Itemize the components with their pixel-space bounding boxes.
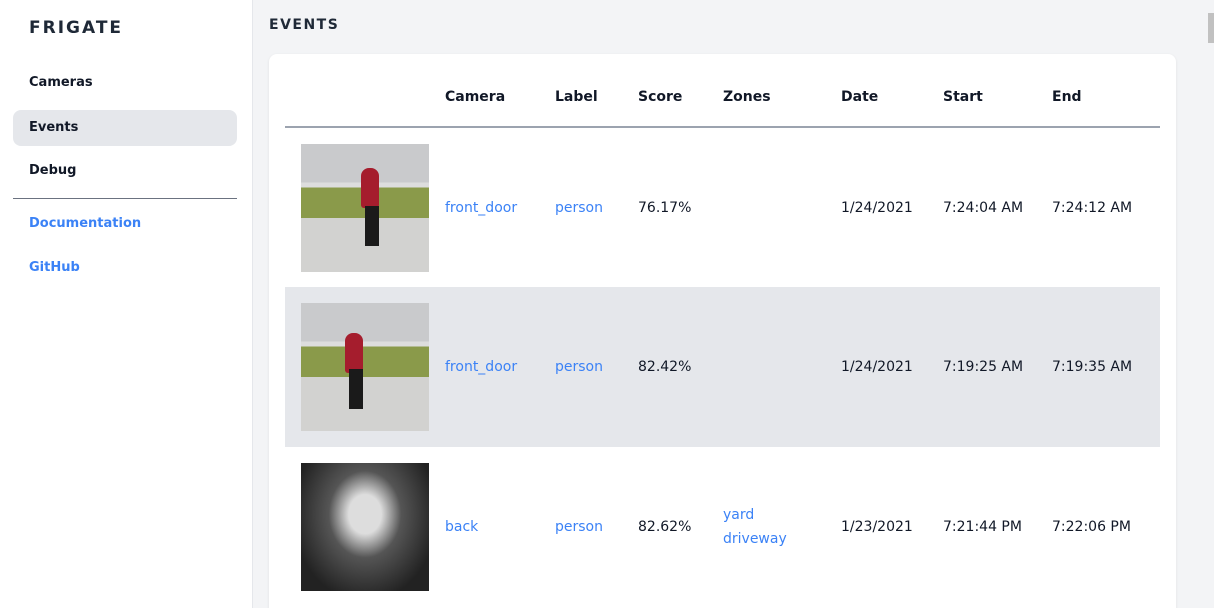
label-link[interactable]: person <box>555 359 603 375</box>
sidebar-item-debug[interactable]: Debug <box>29 163 77 178</box>
start-time: 7:19:25 AM <box>943 287 1052 447</box>
start-time: 7:21:44 PM <box>943 519 1022 535</box>
header-camera: Camera <box>445 54 555 128</box>
header-label: Label <box>555 54 638 128</box>
zone-link[interactable]: yard <box>723 507 755 523</box>
camera-link[interactable]: front_door <box>445 199 518 216</box>
header-start: Start <box>943 54 1052 128</box>
github-link[interactable]: GitHub <box>29 260 80 275</box>
date: 1/24/2021 <box>841 199 913 216</box>
header-zones: Zones <box>723 54 841 128</box>
date: 1/23/2021 <box>841 519 913 535</box>
sidebar-item-cameras[interactable]: Cameras <box>29 75 93 90</box>
divider <box>13 198 237 199</box>
scrollbar[interactable] <box>1206 0 1214 608</box>
end-time: 7:24:12 AM <box>1052 199 1133 216</box>
brand-logo: FRIGATE <box>29 18 124 38</box>
date: 1/24/2021 <box>841 287 943 447</box>
table-row[interactable]: front_door person 82.42% 1/24/2021 7:19:… <box>285 287 1160 447</box>
event-thumbnail[interactable] <box>301 143 429 272</box>
score: 82.42% <box>638 287 723 447</box>
sidebar-item-events[interactable]: Events <box>13 110 237 146</box>
header-thumbnail <box>285 54 445 128</box>
label-link[interactable]: person <box>555 519 603 535</box>
end-time: 7:22:06 PM <box>1052 519 1131 535</box>
event-thumbnail[interactable] <box>301 463 429 591</box>
table-row[interactable]: back person 82.62% yard driveway 1/23/202… <box>285 447 1160 607</box>
score: 82.62% <box>638 519 692 535</box>
events-table: Camera Label Score Zones Date Start End … <box>285 54 1160 607</box>
page-title: EVENTS <box>269 17 340 33</box>
header-end: End <box>1052 54 1160 128</box>
scrollbar-thumb[interactable] <box>1208 13 1214 43</box>
events-card: Camera Label Score Zones Date Start End … <box>269 54 1176 608</box>
documentation-link[interactable]: Documentation <box>29 216 142 231</box>
end-time: 7:19:35 AM <box>1052 287 1160 447</box>
score: 76.17% <box>638 199 692 216</box>
header-score: Score <box>638 54 723 128</box>
start-time: 7:24:04 AM <box>943 199 1024 216</box>
event-thumbnail[interactable] <box>301 303 429 431</box>
camera-link[interactable]: front_door <box>445 359 518 375</box>
zone-link[interactable]: driveway <box>723 531 787 547</box>
header-date: Date <box>841 54 943 128</box>
sidebar: FRIGATE Cameras Events Debug Documentati… <box>0 0 253 608</box>
label-link[interactable]: person <box>555 199 603 216</box>
table-row[interactable]: front_door person 76.17% 1/24/2021 7:24:… <box>285 127 1160 287</box>
camera-link[interactable]: back <box>445 519 479 535</box>
